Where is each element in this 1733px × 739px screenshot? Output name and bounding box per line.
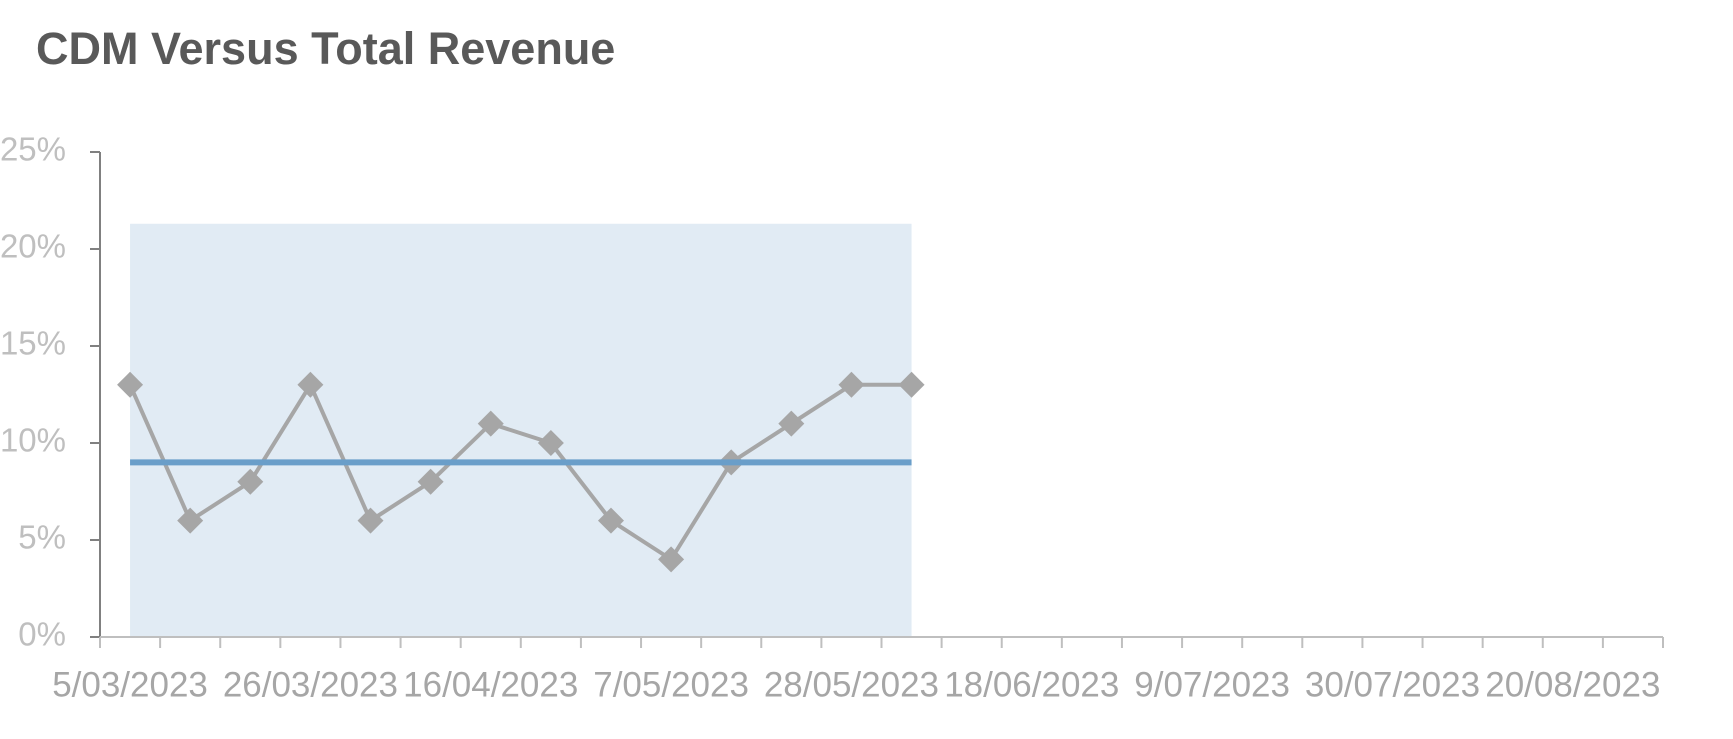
x-tick-label: 16/04/2023	[403, 665, 578, 704]
chart-title: CDM Versus Total Revenue	[36, 23, 615, 74]
y-tick-label: 15%	[0, 325, 66, 362]
y-tick-label: 10%	[0, 422, 66, 459]
x-tick-label: 5/03/2023	[52, 665, 208, 704]
point-marker	[597, 507, 624, 534]
point-marker	[237, 468, 264, 495]
x-tick-label: 9/07/2023	[1134, 665, 1290, 704]
point-marker	[177, 507, 204, 534]
point-marker	[778, 410, 805, 437]
y-tick-label: 5%	[18, 519, 66, 556]
x-tick-label: 28/05/2023	[764, 665, 939, 704]
x-tick-label: 26/03/2023	[223, 665, 398, 704]
x-tick-label: 30/07/2023	[1305, 665, 1480, 704]
point-marker	[658, 546, 685, 573]
point-marker	[117, 371, 144, 398]
y-tick-label: 25%	[0, 131, 66, 168]
point-marker	[838, 371, 865, 398]
point-marker	[417, 468, 444, 495]
series-line	[128, 380, 912, 563]
point-marker	[898, 371, 925, 398]
point-marker	[357, 507, 384, 534]
y-tick-label: 0%	[18, 616, 66, 653]
point-marker	[477, 410, 504, 437]
point-marker	[297, 371, 324, 398]
x-tick-label: 20/08/2023	[1485, 665, 1660, 704]
point-marker	[537, 430, 564, 456]
x-tick-label: 18/06/2023	[944, 665, 1119, 704]
y-tick-label: 20%	[0, 228, 66, 265]
x-tick-label: 7/05/2023	[593, 665, 749, 704]
